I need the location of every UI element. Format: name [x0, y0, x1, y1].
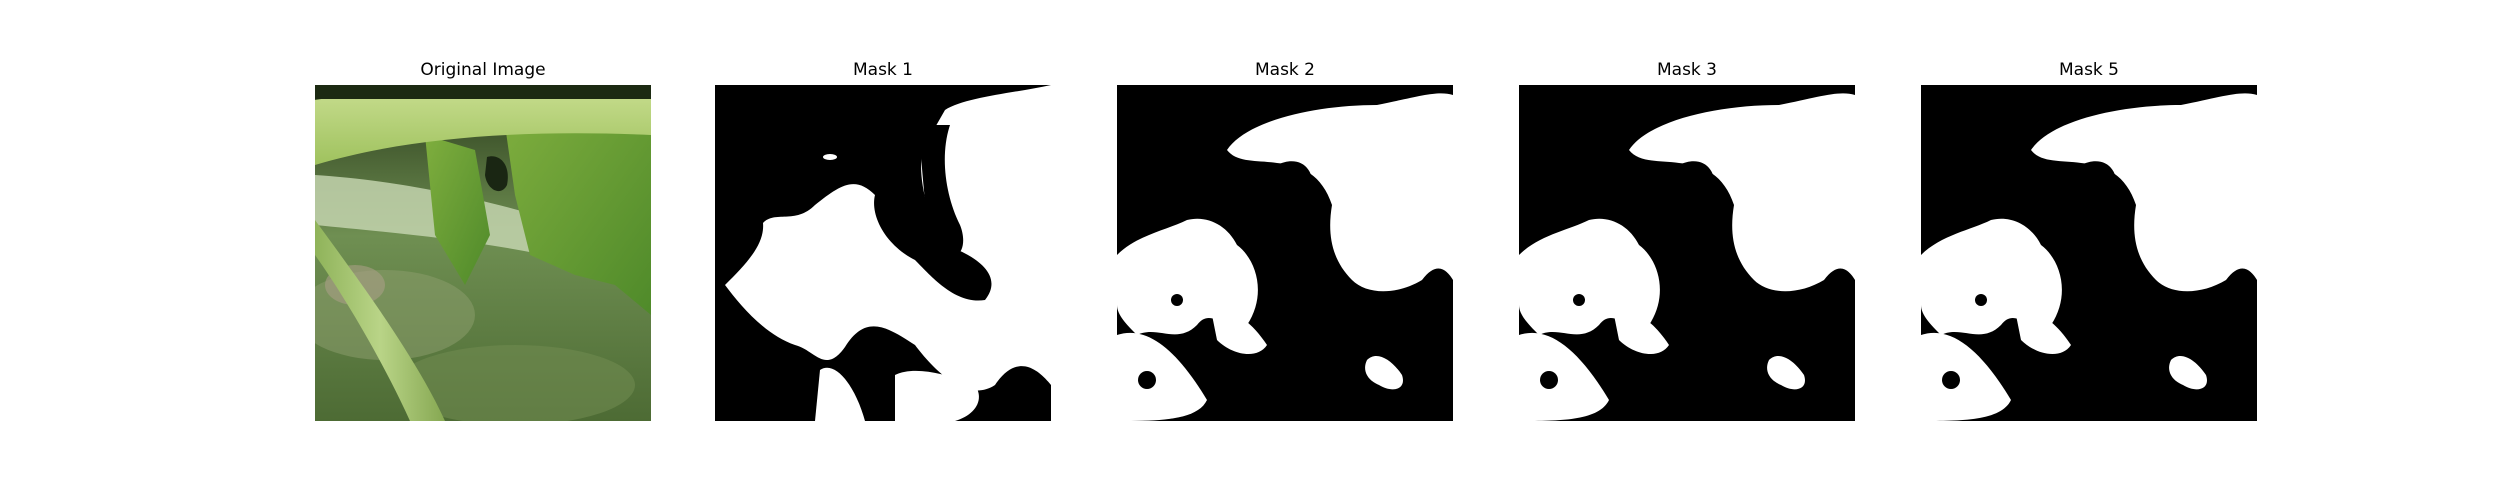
panel-title: Mask 1 [852, 60, 913, 80]
blurred-background-leaf [395, 345, 635, 421]
panel-title: Mask 5 [2058, 60, 2119, 80]
mask-region [725, 85, 1051, 391]
mask-region [1117, 332, 1207, 421]
mask-region [2169, 355, 2207, 390]
mask-region [815, 367, 865, 421]
leaf-blade [505, 105, 651, 315]
leaf-blade [425, 135, 490, 285]
panel-mask-5: Mask 5 [1921, 0, 2257, 500]
mask-hole [1540, 371, 1558, 389]
mask-hole [915, 125, 964, 257]
panel-mask-3: Mask 3 [1519, 0, 1855, 500]
mask-hole [1138, 371, 1156, 389]
mask-region [895, 370, 979, 421]
panel-title: Original Image [420, 60, 546, 80]
mask-hole [1942, 371, 1960, 389]
mask-3-image [1519, 85, 1855, 421]
panel-mask-1: Mask 1 [715, 0, 1051, 500]
diagonal-stem [315, 220, 445, 421]
mask-1-image [715, 85, 1051, 421]
mask-region [1227, 93, 1453, 292]
mask-region [1365, 355, 1403, 390]
panel-original-image: Original Image [315, 0, 651, 500]
mask-region [1921, 332, 2011, 421]
leaf-gap [485, 156, 508, 192]
mask-region [1519, 218, 1660, 335]
mask-region [1629, 93, 1855, 292]
mask-region [1519, 332, 1609, 421]
mask-region [2016, 312, 2071, 355]
mask-hole [1277, 161, 1313, 218]
mask-region [1921, 218, 2062, 335]
mask-region [2031, 93, 2257, 292]
mask-5-image [1921, 85, 2257, 421]
dark-top-strip [315, 85, 651, 99]
leaf-midrib [315, 90, 651, 165]
mask-region [1767, 355, 1805, 390]
mask-2-image [1117, 85, 1453, 421]
mask-region [1614, 312, 1669, 355]
mask-hole [1171, 294, 1183, 306]
mask-region [1212, 312, 1267, 355]
panel-title: Mask 2 [1254, 60, 1315, 80]
mask-hole [2081, 161, 2117, 218]
mask-hole [1679, 161, 1715, 218]
panel-title: Mask 3 [1656, 60, 1717, 80]
original-image [315, 85, 651, 421]
mask-speck [823, 154, 837, 160]
mask-region [1117, 218, 1258, 335]
mask-hole [1975, 294, 1987, 306]
panel-mask-2: Mask 2 [1117, 0, 1453, 500]
mask-hole [1573, 294, 1585, 306]
